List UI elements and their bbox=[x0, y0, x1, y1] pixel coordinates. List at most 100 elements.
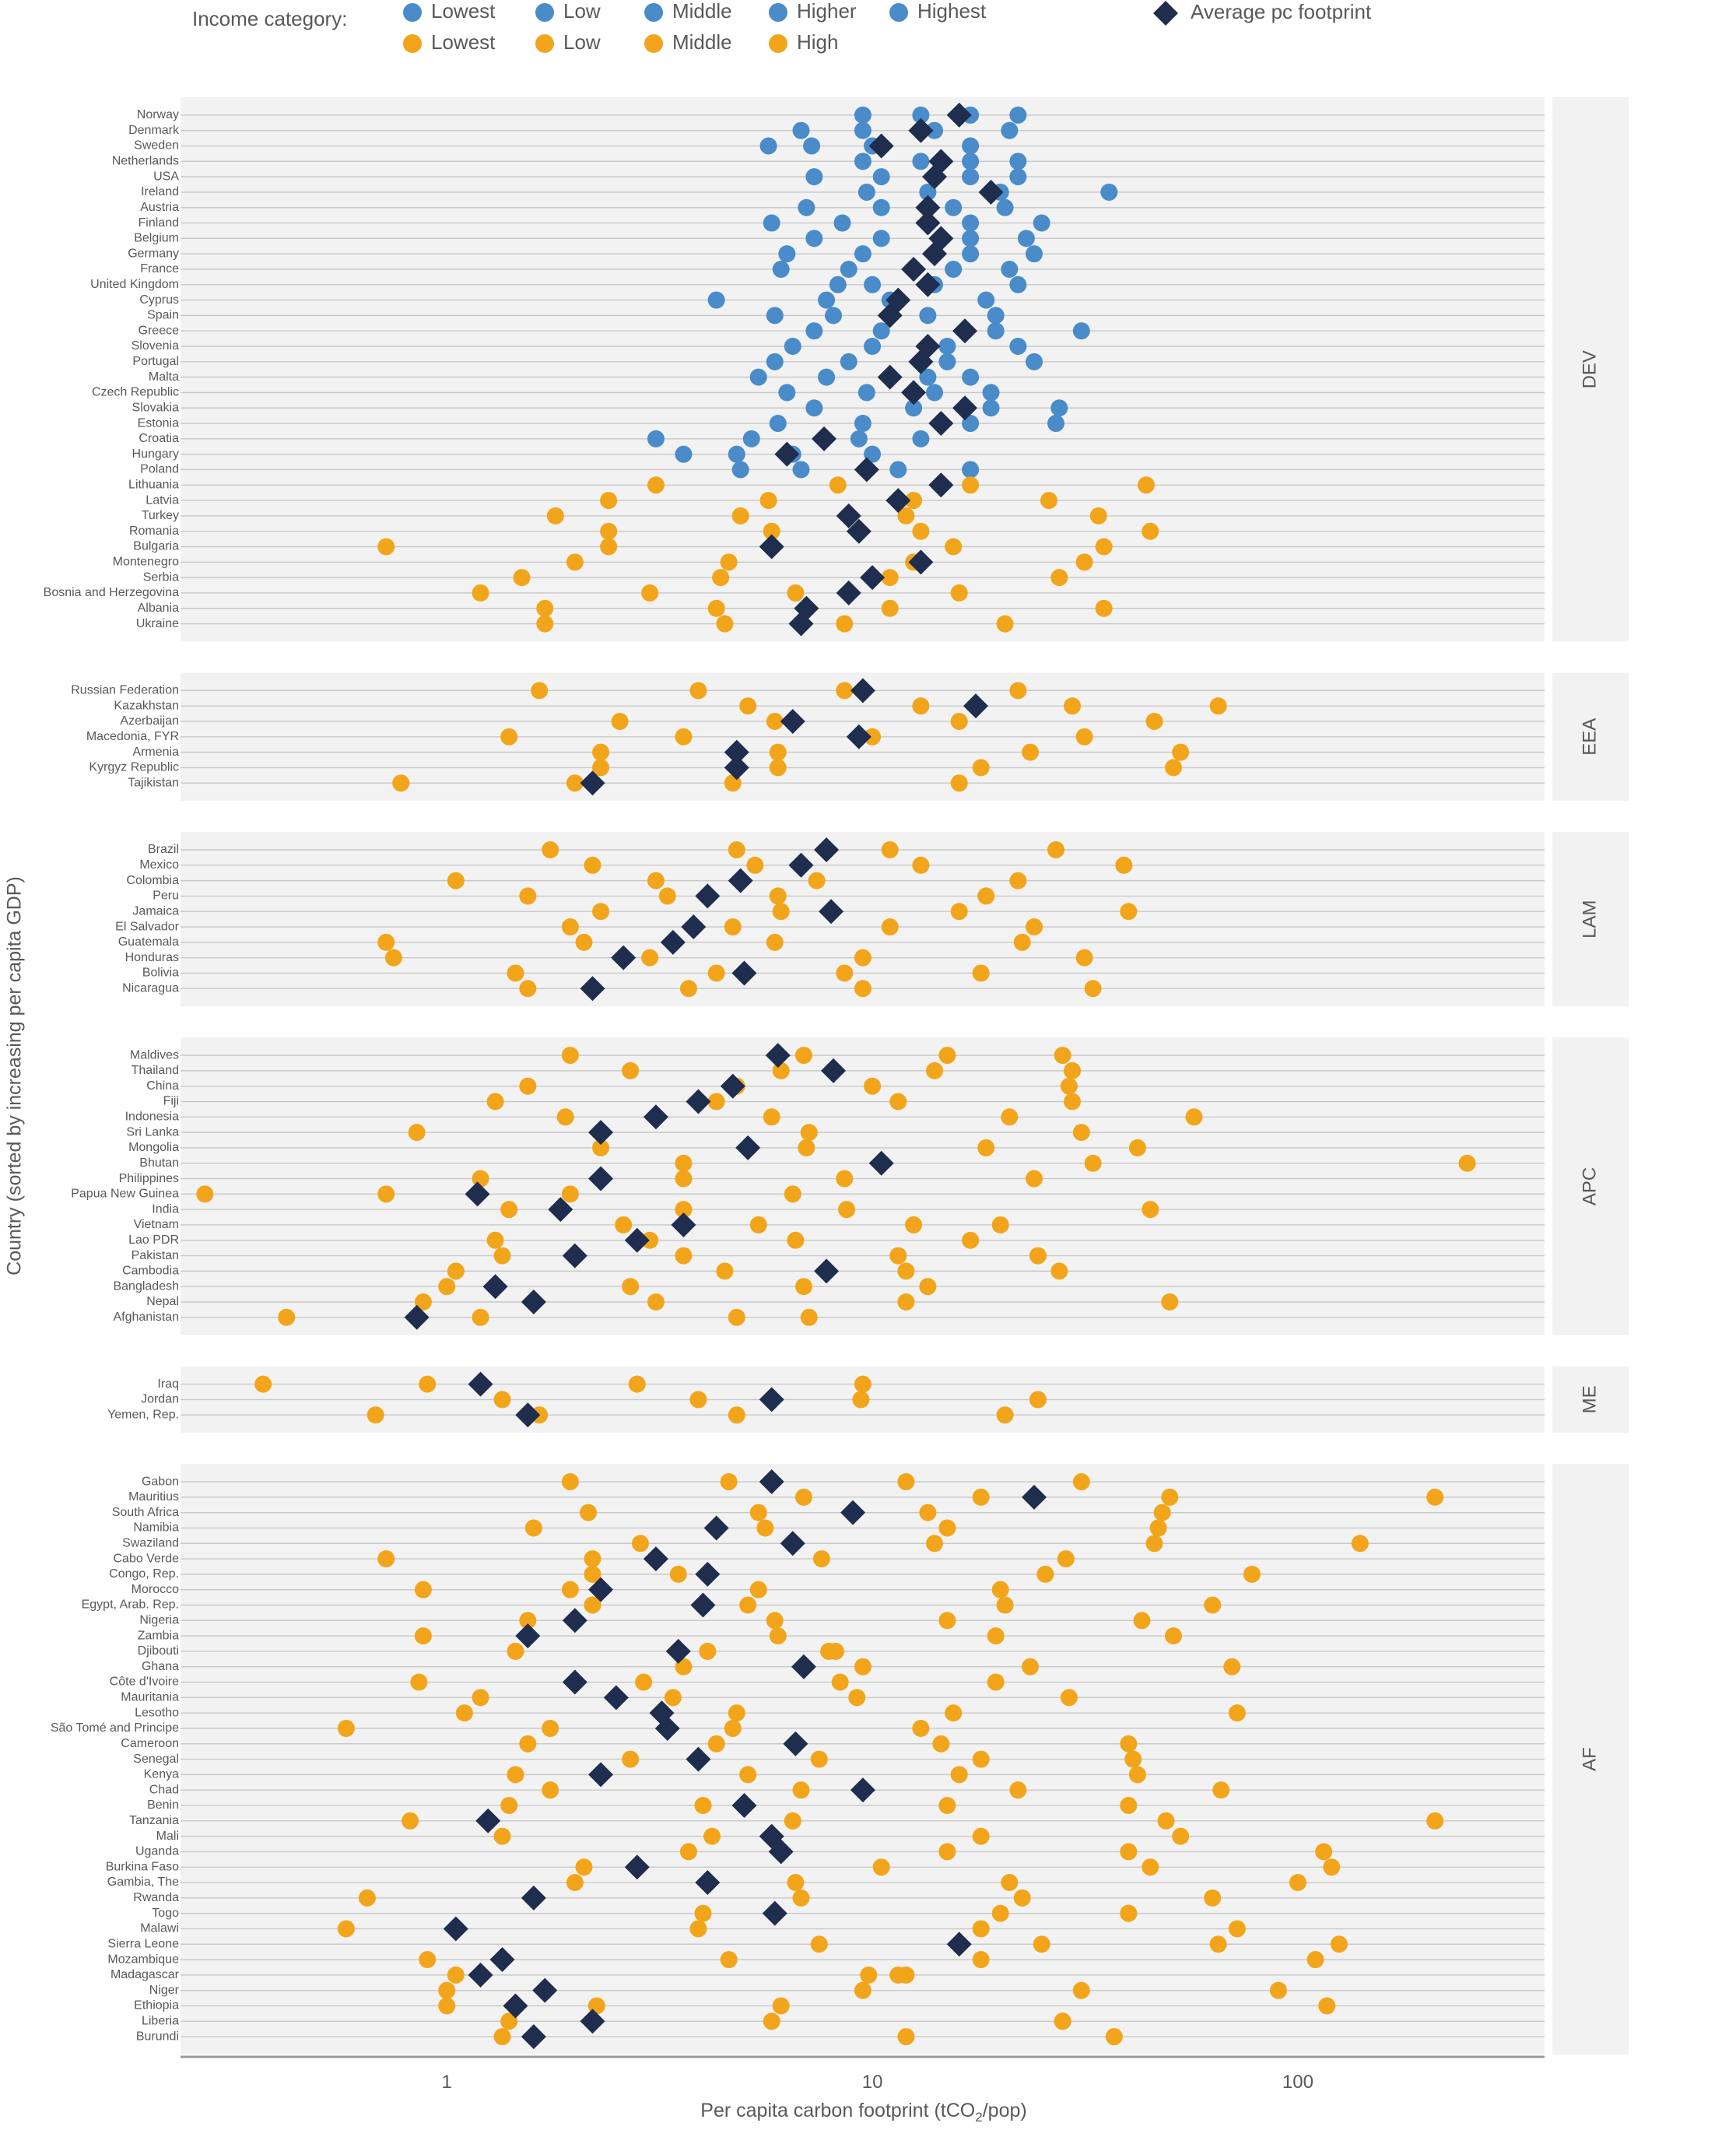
data-point bbox=[772, 260, 790, 278]
average-marker bbox=[788, 852, 814, 878]
data-point bbox=[766, 353, 784, 370]
average-marker bbox=[532, 1977, 558, 2003]
country-label: Azerbaijan bbox=[120, 714, 179, 728]
data-point bbox=[500, 2012, 518, 2030]
average-marker bbox=[603, 1685, 629, 1711]
data-point bbox=[972, 964, 990, 982]
data-point bbox=[1022, 1658, 1040, 1676]
data-point bbox=[1033, 214, 1050, 232]
legend-heading: Income category: bbox=[192, 7, 347, 30]
data-point bbox=[615, 1216, 633, 1233]
data-point bbox=[945, 1704, 963, 1722]
average-marker bbox=[728, 868, 753, 893]
data-point bbox=[507, 964, 524, 982]
y-axis-title: Country (sorted by increasing per capita… bbox=[4, 876, 26, 1276]
data-point bbox=[766, 712, 784, 730]
data-point bbox=[872, 198, 890, 216]
country-label: Cabo Verde bbox=[113, 1552, 179, 1565]
data-point bbox=[784, 1185, 801, 1203]
data-point bbox=[600, 522, 618, 540]
data-point bbox=[561, 1185, 579, 1203]
data-point bbox=[778, 245, 796, 263]
data-point bbox=[912, 697, 930, 715]
data-point bbox=[945, 260, 963, 278]
country-label: Ghana bbox=[142, 1660, 179, 1673]
legend-average-marker bbox=[1153, 1, 1178, 26]
average-marker bbox=[660, 929, 686, 955]
legend-dev-marker bbox=[644, 3, 663, 22]
average-marker bbox=[765, 1043, 791, 1068]
panel-label-box-af bbox=[1552, 1464, 1629, 2055]
data-point bbox=[881, 569, 899, 587]
average-marker bbox=[952, 395, 978, 421]
data-point bbox=[836, 1170, 854, 1188]
data-point bbox=[1120, 1796, 1138, 1814]
data-point bbox=[962, 230, 980, 247]
data-point bbox=[1047, 415, 1064, 433]
data-point bbox=[699, 1642, 717, 1660]
data-point bbox=[1142, 1858, 1159, 1876]
data-point bbox=[1165, 759, 1183, 777]
average-marker bbox=[836, 503, 861, 528]
data-point bbox=[1161, 1488, 1179, 1506]
data-point bbox=[864, 275, 882, 293]
data-point bbox=[889, 461, 907, 479]
data-point bbox=[919, 307, 937, 325]
country-label: Portugal bbox=[132, 355, 179, 368]
average-marker bbox=[443, 1916, 468, 1942]
data-point bbox=[1426, 1812, 1444, 1830]
country-label: Namibia bbox=[133, 1521, 179, 1535]
data-point bbox=[987, 322, 1005, 340]
data-point bbox=[447, 1262, 465, 1280]
data-point bbox=[622, 1750, 640, 1768]
average-marker bbox=[562, 1243, 587, 1269]
data-point bbox=[1036, 1565, 1054, 1583]
data-point bbox=[897, 1966, 915, 1984]
data-point bbox=[592, 743, 610, 761]
data-point bbox=[778, 384, 796, 402]
country-label: Mali bbox=[156, 1830, 179, 1843]
data-point bbox=[1228, 1704, 1246, 1722]
data-point bbox=[675, 728, 693, 746]
data-point bbox=[1204, 1889, 1222, 1907]
data-point bbox=[592, 1139, 610, 1156]
data-point bbox=[1212, 1781, 1230, 1799]
data-point bbox=[787, 1231, 805, 1249]
data-point bbox=[664, 1689, 682, 1707]
average-marker bbox=[720, 1073, 745, 1099]
data-point bbox=[912, 153, 930, 170]
country-label: Denmark bbox=[128, 124, 180, 137]
data-point bbox=[1064, 1061, 1082, 1079]
country-label: Slovenia bbox=[132, 339, 179, 353]
data-point bbox=[787, 584, 805, 602]
panel-lam bbox=[181, 832, 1545, 1007]
data-point bbox=[912, 106, 930, 124]
x-axis-title: Per capita carbon footprint (tCO2/pop) bbox=[700, 2100, 1026, 2125]
average-marker bbox=[624, 1227, 650, 1253]
data-point bbox=[1075, 728, 1093, 746]
data-point bbox=[938, 1843, 956, 1861]
average-marker bbox=[686, 1089, 711, 1114]
average-marker bbox=[580, 2009, 605, 2034]
data-point bbox=[1054, 1047, 1071, 1065]
data-point bbox=[848, 1689, 866, 1707]
country-label: Kazakhstan bbox=[114, 699, 179, 712]
data-point bbox=[860, 1966, 878, 1984]
legend-other-marker bbox=[769, 34, 787, 53]
average-marker bbox=[690, 1592, 716, 1618]
data-point bbox=[507, 1642, 524, 1660]
data-point bbox=[857, 384, 875, 402]
data-point bbox=[950, 1766, 968, 1784]
region-label-apc: APC bbox=[1579, 1167, 1600, 1205]
data-point bbox=[926, 1535, 944, 1553]
average-marker bbox=[548, 1197, 573, 1223]
data-point bbox=[919, 1278, 937, 1296]
data-point bbox=[1026, 245, 1043, 263]
country-label: Malta bbox=[149, 370, 179, 384]
data-point bbox=[881, 841, 899, 859]
country-label: Liberia bbox=[142, 2015, 179, 2028]
country-label: Morocco bbox=[132, 1583, 179, 1596]
country-label: Bulgaria bbox=[133, 540, 179, 553]
data-point bbox=[977, 887, 995, 905]
